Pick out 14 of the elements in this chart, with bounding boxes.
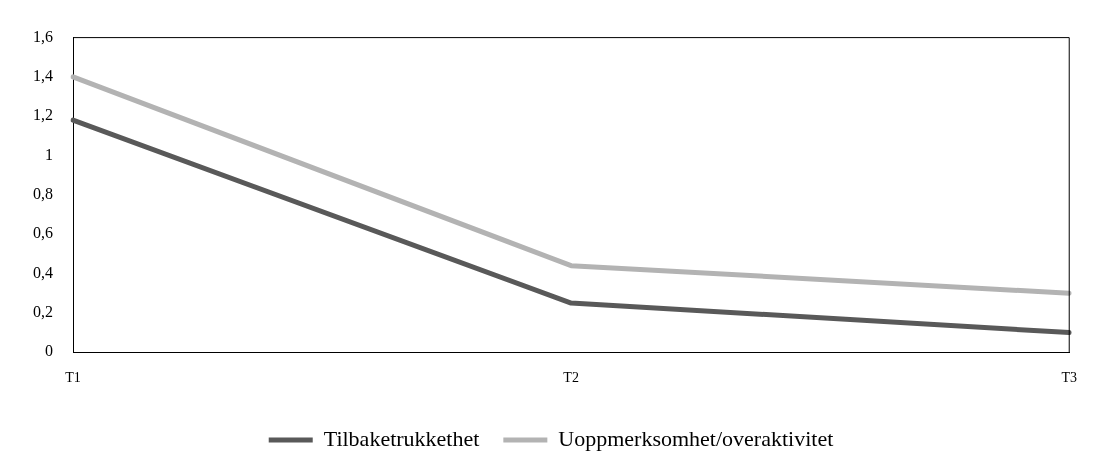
x-tick-label: T3 [1061, 370, 1078, 386]
y-tick-label: 1,6 [33, 27, 53, 45]
legend-label: Uoppmerksomhet/overaktivitet [558, 425, 834, 451]
y-tick-label: 1,2 [33, 106, 53, 124]
y-tick-label: 0,8 [33, 185, 53, 203]
y-tick-label: 0 [45, 342, 53, 360]
y-tick-label: 1,4 [33, 67, 53, 85]
y-tick-label: 1 [45, 145, 53, 163]
x-tick-label: T1 [65, 370, 81, 386]
y-tick-label: 0,6 [33, 224, 53, 242]
y-tick-label: 0,4 [33, 263, 53, 281]
y-tick-label: 0,2 [33, 303, 53, 321]
x-tick-label: T2 [563, 370, 579, 386]
legend-label: Tilbaketrukkethet [323, 425, 480, 451]
